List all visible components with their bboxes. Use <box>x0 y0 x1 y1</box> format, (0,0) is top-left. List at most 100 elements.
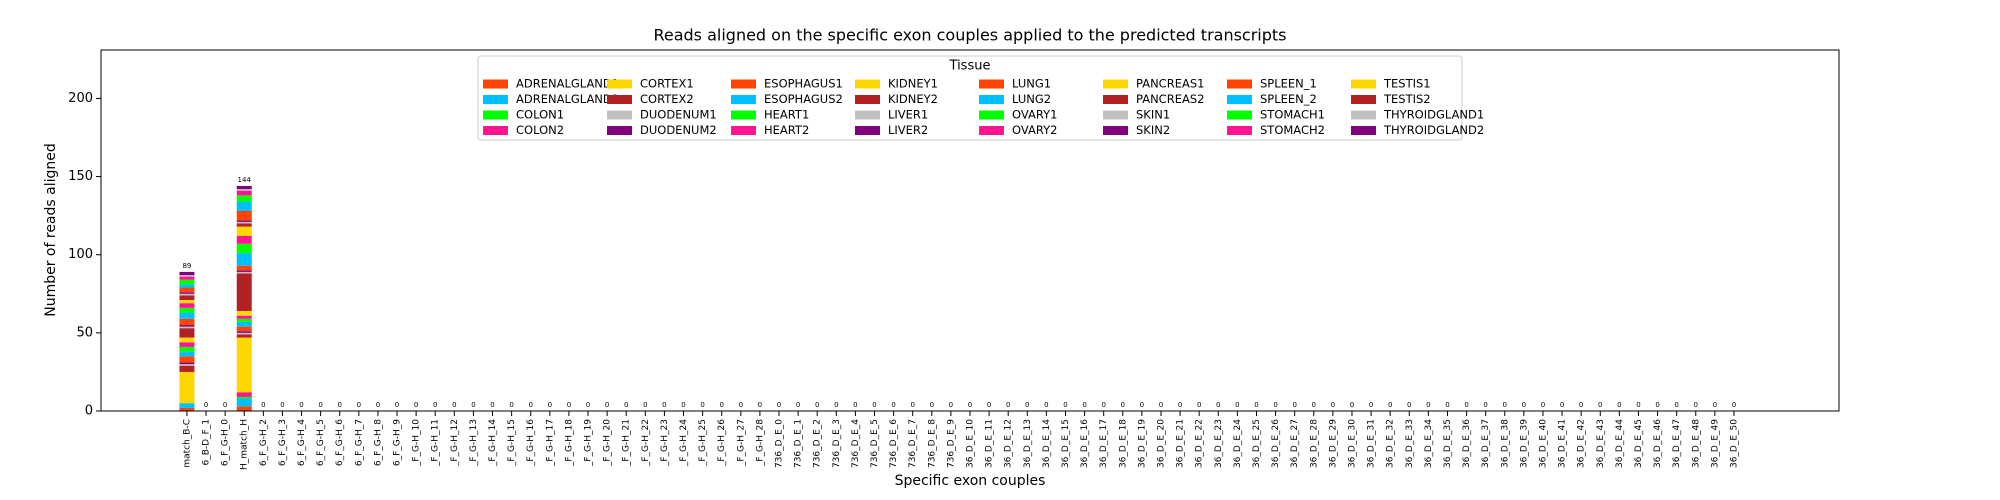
x-tick-label: 736_D_E_0 <box>775 419 785 468</box>
x-tick-label: _F_G-H_11 <box>431 419 441 467</box>
value-label: 0 <box>1216 401 1220 409</box>
bar-segment <box>236 223 252 227</box>
value-label: 0 <box>1694 401 1698 409</box>
x-tick-label: 36_D_E_45 <box>1634 419 1644 468</box>
x-axis-label: Specific exon couples <box>895 473 1046 489</box>
bar-segment <box>236 201 252 211</box>
x-tick-label: _F_G-H_21 <box>622 419 632 467</box>
legend-swatch <box>979 79 1004 89</box>
y-tick-label: 100 <box>68 247 93 262</box>
legend-label: TESTIS1 <box>1383 77 1431 91</box>
bar-segment <box>179 318 195 326</box>
value-label: 0 <box>834 401 838 409</box>
bar-segment <box>236 396 252 399</box>
value-label: 0 <box>1674 401 1678 409</box>
value-label: 0 <box>1655 401 1659 409</box>
legend-label: COLON2 <box>516 123 564 137</box>
bar-segment <box>179 326 195 329</box>
legend-swatch <box>1227 126 1252 135</box>
legend-swatch <box>731 126 756 135</box>
legend-swatch <box>1351 110 1376 120</box>
x-tick-label: _F_G-H_15 <box>507 419 517 467</box>
bar-segment <box>236 406 252 411</box>
x-tick-label: _F_G-H_17 <box>545 419 555 467</box>
y-axis-label: Number of reads aligned <box>43 143 59 317</box>
x-tick-label: 36_D_E_42 <box>1577 419 1587 468</box>
x-tick-label: 36_D_E_39 <box>1519 419 1529 468</box>
bar-segment <box>179 284 195 288</box>
chart-title: Reads aligned on the specific exon coupl… <box>653 26 1286 45</box>
value-label: 0 <box>872 401 876 409</box>
bar-segment <box>236 398 252 407</box>
value-label: 144 <box>238 176 252 184</box>
x-tick-label: _F_G-H_12 <box>450 419 460 467</box>
legend-label: DUODENUM1 <box>640 108 717 122</box>
bar-segment <box>236 185 252 190</box>
value-label: 0 <box>1407 401 1411 409</box>
legend-swatch <box>607 110 632 120</box>
bar-segment <box>236 265 252 271</box>
legend-swatch <box>483 110 508 120</box>
x-tick-label: 736_D_E_9 <box>946 419 956 468</box>
value-label: 0 <box>719 401 723 409</box>
x-tick-label: 36_D_E_50 <box>1729 419 1739 468</box>
value-label: 0 <box>548 401 552 409</box>
x-tick-label: 6_F_G-H_7 <box>354 419 364 466</box>
bar-segment <box>179 337 195 343</box>
value-label: 0 <box>1025 401 1029 409</box>
value-label: 0 <box>1445 401 1449 409</box>
bar-segment <box>236 332 252 335</box>
x-tick-label: 36_D_E_14 <box>1042 419 1052 468</box>
bar-segment <box>236 220 252 222</box>
value-label: 0 <box>471 401 475 409</box>
legend-label: PANCREAS2 <box>1136 92 1204 106</box>
legend-swatch <box>1227 110 1252 120</box>
value-label: 0 <box>815 401 819 409</box>
value-label: 0 <box>930 401 934 409</box>
x-tick-label: 736_D_E_1 <box>794 419 804 468</box>
legend-swatch <box>1103 79 1128 89</box>
bar-segment <box>236 273 252 311</box>
x-tick-label: 736_D_E_5 <box>870 419 880 468</box>
legend-label: HEART1 <box>764 108 809 122</box>
legend-swatch <box>1103 126 1128 135</box>
legend-swatch <box>731 110 756 120</box>
bar-segment <box>236 334 252 338</box>
x-tick-label: 36_D_E_38 <box>1500 419 1510 468</box>
legend-label: ESOPHAGUS2 <box>764 92 843 106</box>
bar-segment <box>179 364 195 366</box>
x-tick-label: 36_D_E_49 <box>1710 419 1720 468</box>
value-label: 0 <box>338 401 342 409</box>
value-label: 0 <box>1101 401 1105 409</box>
value-label: 0 <box>662 401 666 409</box>
value-label: 0 <box>357 401 361 409</box>
value-label: 89 <box>182 262 191 270</box>
legend-label: OVARY1 <box>1012 108 1057 122</box>
legend-label: TESTIS2 <box>1383 92 1431 106</box>
bar-segment <box>236 331 252 333</box>
bar-segment <box>179 275 195 277</box>
legend-swatch <box>483 95 508 104</box>
bar-segment <box>179 342 195 347</box>
bar-segment <box>179 328 195 338</box>
x-tick-label: _F_G-H_22 <box>641 419 651 467</box>
bar-segment <box>179 292 195 294</box>
legend-label: OVARY2 <box>1012 123 1057 137</box>
x-tick-label: 36_D_E_48 <box>1691 419 1701 468</box>
legend-label: KIDNEY2 <box>888 92 938 106</box>
x-tick-label: 6_F_G-H_8 <box>373 419 383 466</box>
legend-label: LUNG1 <box>1012 77 1051 91</box>
x-tick-label: 36_D_E_40 <box>1538 419 1548 468</box>
legend-label: STOMACH2 <box>1260 123 1325 137</box>
value-label: 0 <box>1331 401 1335 409</box>
bar-segment <box>179 365 195 372</box>
x-tick-label: _F_G-H_14 <box>488 419 498 467</box>
bar-segment <box>179 303 195 308</box>
value-label: 0 <box>1063 401 1067 409</box>
x-tick-label: H_match_H <box>240 419 250 470</box>
x-tick-label: _F_G-H_23 <box>660 419 670 467</box>
bar-segment <box>179 325 195 327</box>
value-label: 0 <box>567 401 571 409</box>
value-label: 0 <box>1121 401 1125 409</box>
value-label: 0 <box>1579 401 1583 409</box>
